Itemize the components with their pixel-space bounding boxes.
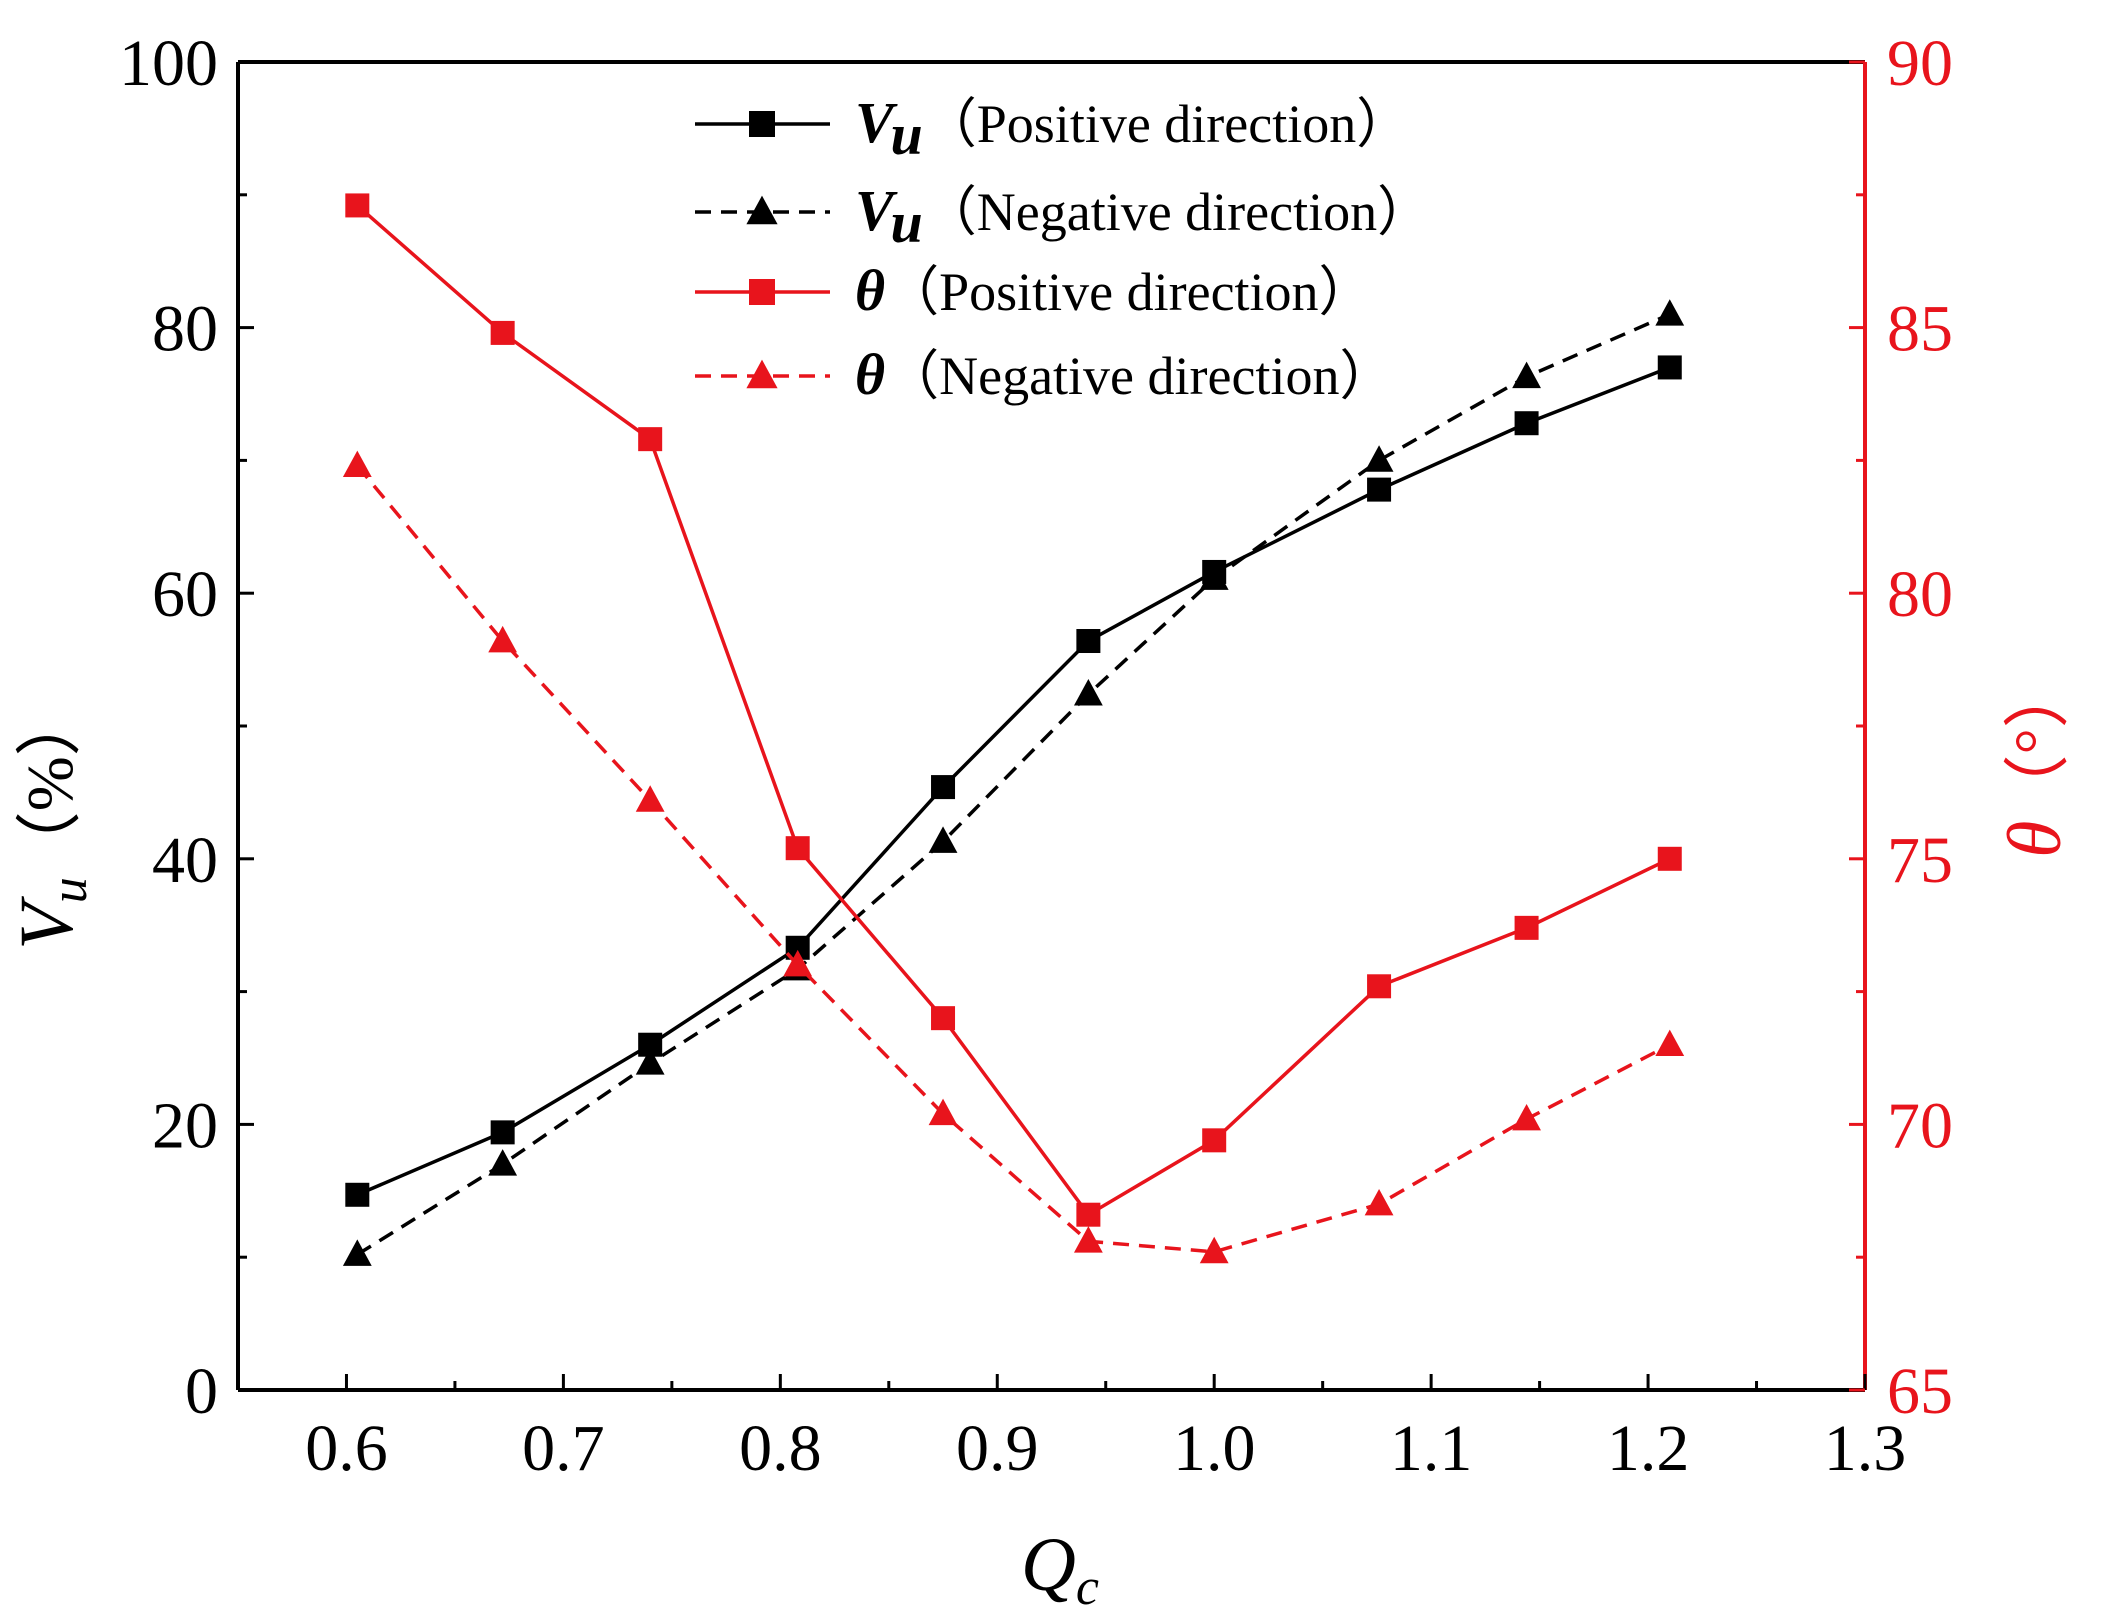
left-y-axis-title-unit: （%）	[14, 690, 87, 877]
y2-tick-label: 80	[1887, 558, 1953, 631]
legend-entry-2: Vu（Negative direction）	[695, 178, 1431, 255]
x-tick-label: 0.9	[956, 1412, 1039, 1485]
x-tick-label: 1.2	[1607, 1412, 1690, 1485]
data-point	[1364, 445, 1394, 472]
x-axis-ticks: 0.6 0.7 0.8 0.9 1.0 1.1 1.2 1.3	[236, 1374, 1907, 1485]
data-point	[342, 1239, 372, 1266]
series-line	[356, 204, 1671, 1218]
legend-text: （Positive direction）	[885, 262, 1372, 322]
data-point	[931, 775, 956, 800]
left-y-axis-ticks: 0 20 40 60 80 100	[119, 27, 254, 1428]
data-point	[1367, 477, 1392, 502]
data-point	[928, 826, 958, 853]
data-point	[1073, 1226, 1103, 1253]
data-point	[1514, 411, 1539, 436]
legend-marker	[746, 195, 778, 225]
y-tick-label: 40	[152, 824, 218, 897]
series-1	[345, 355, 1682, 1207]
data-point	[1512, 1103, 1541, 1131]
data-point	[1512, 361, 1541, 389]
legend-symbol: θ	[855, 342, 885, 407]
data-point	[1073, 679, 1103, 706]
data-point	[490, 1120, 515, 1145]
y-tick-label: 20	[152, 1089, 218, 1162]
data-point	[488, 1149, 518, 1176]
data-point	[1364, 1188, 1394, 1216]
x-tick-label: 1.0	[1173, 1412, 1256, 1485]
left-y-axis-title-sub: u	[41, 877, 98, 903]
data-point	[1655, 1029, 1685, 1057]
data-point	[345, 193, 370, 218]
legend-label: Vu（Negative direction）	[855, 178, 1431, 255]
right-y-axis-title-unit: （°）	[2002, 662, 2075, 820]
data-point	[783, 949, 813, 977]
legend: Vu（Positive direction） Vu（Negative direct…	[695, 90, 1431, 407]
data-point	[785, 836, 810, 861]
series-4	[342, 450, 1685, 1264]
legend-marker	[746, 359, 778, 389]
right-y-axis-title-main: θ	[1993, 821, 2077, 858]
data-point	[345, 1182, 370, 1207]
x-tick-label: 0.8	[739, 1412, 822, 1485]
legend-label: Vu（Positive direction）	[855, 90, 1410, 167]
y2-tick-label: 65	[1887, 1355, 1953, 1428]
data-point	[1076, 629, 1101, 654]
data-point	[931, 1006, 956, 1031]
legend-symbol-sub: u	[891, 190, 923, 255]
legend-text: （Negative direction）	[923, 182, 1431, 242]
series-line	[356, 365, 1671, 1197]
data-point	[1199, 1236, 1229, 1264]
legend-text: （Positive direction）	[923, 94, 1410, 154]
data-point	[1367, 974, 1392, 999]
data-point	[638, 427, 663, 452]
series-line	[355, 464, 1671, 1254]
data-point	[488, 625, 518, 653]
x-tick-label: 0.7	[522, 1412, 605, 1485]
data-point	[1199, 563, 1229, 590]
y2-tick-label: 90	[1887, 27, 1953, 100]
legend-symbol-sub: u	[891, 102, 923, 167]
data-point	[490, 320, 515, 345]
y2-tick-label: 70	[1887, 1089, 1953, 1162]
legend-label: θ（Positive direction）	[855, 258, 1373, 323]
x-tick-label: 1.1	[1390, 1412, 1473, 1485]
legend-entry-4: θ（Negative direction）	[695, 342, 1393, 407]
legend-marker	[749, 111, 775, 137]
series-3	[345, 193, 1682, 1227]
legend-entry-1: Vu（Positive direction）	[695, 90, 1410, 167]
data-point	[1655, 299, 1685, 326]
data-point	[1514, 915, 1539, 940]
y2-tick-label: 75	[1887, 824, 1953, 897]
y-tick-label: 80	[152, 293, 218, 366]
data-point	[1202, 1128, 1227, 1153]
legend-symbol: θ	[855, 258, 885, 323]
data-point	[1657, 846, 1682, 871]
right-y-axis-ticks: 65 70 75 80 85 90	[1849, 27, 1953, 1428]
right-y-axis-title: θ（°）	[1993, 662, 2077, 858]
x-tick-label: 1.3	[1824, 1412, 1907, 1485]
x-axis-title: Qc	[1021, 1523, 1099, 1616]
y2-tick-label: 85	[1887, 293, 1953, 366]
series-layer	[342, 193, 1685, 1266]
left-y-axis-title-main: V	[5, 896, 89, 950]
x-axis-title-main: Q	[1021, 1523, 1076, 1607]
legend-text: （Negative direction）	[885, 346, 1393, 406]
y-tick-label: 100	[119, 27, 218, 100]
data-point	[635, 785, 665, 812]
y-tick-label: 0	[185, 1355, 218, 1428]
data-point	[1657, 355, 1682, 380]
data-point	[635, 1048, 665, 1075]
x-axis-title-sub: c	[1076, 1559, 1099, 1616]
data-point	[928, 1098, 958, 1126]
left-y-axis-title: Vu（%）	[5, 690, 98, 949]
legend-entry-3: θ（Positive direction）	[695, 258, 1373, 323]
series-line	[356, 312, 1671, 1257]
y-tick-label: 60	[152, 558, 218, 631]
legend-marker	[749, 279, 775, 305]
data-point	[342, 450, 372, 478]
data-point	[1076, 1202, 1101, 1227]
legend-label: θ（Negative direction）	[855, 342, 1393, 407]
x-tick-label: 0.6	[305, 1412, 388, 1485]
